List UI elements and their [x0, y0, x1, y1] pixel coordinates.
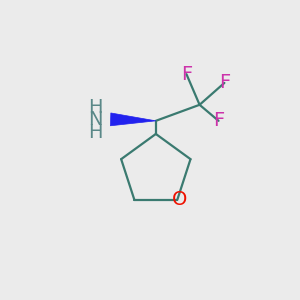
Text: N: N [88, 110, 103, 130]
Text: H: H [88, 98, 103, 117]
Text: O: O [172, 190, 187, 209]
Polygon shape [110, 113, 156, 126]
Text: H: H [88, 123, 103, 142]
Text: F: F [213, 111, 224, 130]
Text: F: F [219, 74, 230, 92]
Text: F: F [181, 65, 192, 84]
